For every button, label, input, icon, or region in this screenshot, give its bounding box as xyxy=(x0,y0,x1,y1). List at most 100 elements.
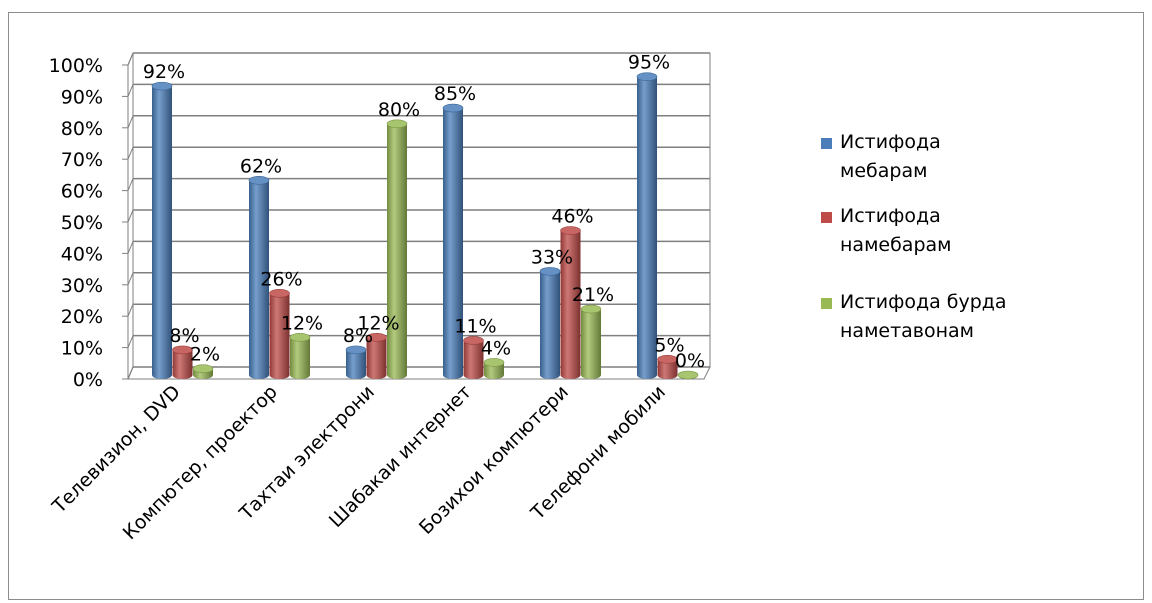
gridline-side xyxy=(127,304,134,317)
data-labels: 92%8%2%62%26%12%8%12%80%85%11%4%33%46%21… xyxy=(143,52,705,372)
bar-body xyxy=(346,349,366,379)
bar xyxy=(657,354,678,379)
bar xyxy=(463,336,484,379)
x-category-label: Компютер, проектор xyxy=(119,381,282,544)
legend-label: Истифода xyxy=(840,205,941,227)
gridline-side xyxy=(127,335,134,348)
bar-top xyxy=(442,103,464,113)
bar xyxy=(442,103,464,379)
y-tick-label: 0% xyxy=(73,369,103,391)
data-label: 80% xyxy=(378,99,420,121)
bar-body xyxy=(463,340,484,379)
bar-top xyxy=(463,336,484,345)
bar-top xyxy=(580,304,602,314)
bar xyxy=(580,304,602,379)
bar xyxy=(248,176,270,379)
y-tick-label: 90% xyxy=(61,86,103,108)
gridline-side xyxy=(127,115,134,128)
y-tick-label: 30% xyxy=(61,275,103,297)
legend-item: Истифода бурда наметавонам xyxy=(821,291,1007,342)
bar xyxy=(192,364,214,379)
bar xyxy=(345,345,367,379)
bar xyxy=(269,289,290,379)
bar-body xyxy=(269,293,290,379)
y-tick-label: 80% xyxy=(61,118,103,140)
legend-item: Истифода намебарам xyxy=(821,205,952,256)
bar-body xyxy=(540,271,560,379)
bar-body xyxy=(581,309,601,379)
bar xyxy=(289,333,311,379)
data-label: 21% xyxy=(572,284,614,306)
gridline-side xyxy=(127,241,134,254)
bar-top xyxy=(289,333,311,342)
bar xyxy=(366,333,387,379)
y-tick-label: 100% xyxy=(49,55,103,77)
bar xyxy=(483,358,505,379)
legend-label: намебарам xyxy=(840,234,952,256)
bar xyxy=(172,345,193,379)
gridline-side xyxy=(127,209,134,223)
legend-swatch xyxy=(821,212,832,223)
data-label: 8% xyxy=(343,325,373,347)
legend-swatch xyxy=(821,298,832,309)
bar xyxy=(386,119,408,379)
bar xyxy=(560,226,581,379)
y-axis-ticks: 0% 10% 20% 30% 40% 50% 60% 70% 80% 90% 100% xyxy=(49,55,128,391)
bar-body xyxy=(484,362,504,379)
data-label: 46% xyxy=(551,206,593,228)
bar-body xyxy=(249,180,269,379)
bar xyxy=(151,81,173,380)
floor xyxy=(127,366,711,380)
data-label: 11% xyxy=(454,315,496,337)
gridline-side xyxy=(127,178,134,191)
data-label: 85% xyxy=(434,83,476,105)
legend-label: Истифода xyxy=(840,131,941,153)
bar-top xyxy=(677,370,699,380)
data-label: 4% xyxy=(481,337,511,359)
data-label: 2% xyxy=(190,344,220,366)
bar-top xyxy=(192,364,214,374)
gridline-side xyxy=(127,272,134,285)
data-label: 12% xyxy=(281,312,323,334)
bar-body xyxy=(152,86,172,380)
y-tick-label: 20% xyxy=(61,306,103,328)
bars xyxy=(151,72,699,380)
bar-top xyxy=(172,345,193,355)
bar-top xyxy=(366,333,387,342)
bar-top xyxy=(269,289,290,298)
y-tick-label: 70% xyxy=(61,149,103,171)
data-label: 33% xyxy=(531,246,573,268)
data-label: 62% xyxy=(240,155,282,177)
bar-top xyxy=(636,72,658,81)
y-tick-label: 50% xyxy=(61,212,103,234)
bar-top xyxy=(539,267,561,276)
bar-top xyxy=(386,119,408,129)
legend-swatch xyxy=(821,138,832,149)
legend-item: Истифода мебарам xyxy=(821,131,941,182)
y-tick-label: 60% xyxy=(61,181,103,203)
bar-body xyxy=(637,76,657,379)
data-label: 8% xyxy=(169,325,199,347)
gridlines xyxy=(127,52,710,380)
bar-top xyxy=(248,176,270,185)
bar-top xyxy=(560,226,581,235)
data-label: 95% xyxy=(628,52,670,74)
bar-body xyxy=(657,359,678,379)
y-tick-label: 40% xyxy=(61,243,103,265)
data-label: 26% xyxy=(260,268,302,290)
bar-top xyxy=(151,81,173,91)
data-label: 5% xyxy=(654,334,684,356)
bar-body xyxy=(290,337,310,379)
legend-label: Истифода бурда xyxy=(840,291,1007,313)
bar-body xyxy=(560,230,581,379)
bar-body xyxy=(443,108,463,379)
legend-label: наметавонам xyxy=(840,320,974,342)
data-label: 12% xyxy=(357,312,399,334)
gridline-side xyxy=(127,84,134,97)
bar-body xyxy=(172,349,193,379)
gridline-side xyxy=(127,147,134,160)
y-tick-label: 10% xyxy=(61,338,103,360)
gridline-side xyxy=(127,366,134,380)
